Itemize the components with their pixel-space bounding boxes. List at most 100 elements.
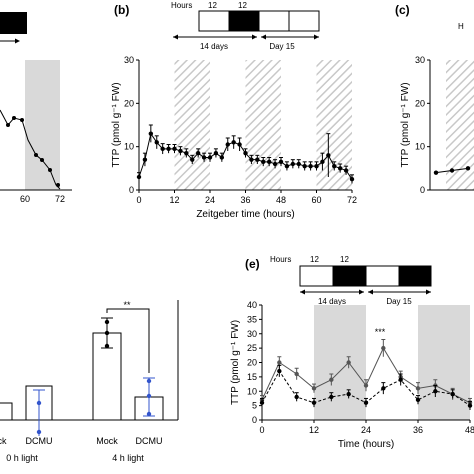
panel-d-label-mock-4h: Mock: [96, 436, 118, 446]
data-point: [272, 161, 278, 167]
x-tick-label: 24: [205, 195, 215, 205]
y-tick-label: 15: [247, 372, 257, 382]
panel-e-period2-label: Day 15: [386, 297, 412, 306]
data-point: [381, 386, 386, 391]
panel-e-hours-12a: 12: [310, 255, 319, 264]
panel-e-hours-12b: 12: [340, 255, 349, 264]
y-tick-label: 20: [124, 98, 134, 108]
panel-b-hours-12b: 12: [238, 1, 247, 10]
data-point: [337, 166, 343, 171]
x-tick-label: 36: [240, 195, 250, 205]
panel-e-arrowhead-1r: [359, 289, 364, 295]
data-point: [284, 163, 290, 169]
x-tick-label: 0: [259, 425, 264, 435]
data-point: [329, 377, 334, 382]
panel-d-significance-bracket: [106, 308, 150, 373]
data-point: [349, 176, 355, 182]
panel-e-plot: 0 5 10 15 20 25 30 35 40 0 12 24 36 48 Time (hours) TTP…: [230, 300, 474, 450]
data-point: [148, 131, 154, 136]
y-tick-label: 20: [247, 358, 257, 368]
x-tick-label: 12: [169, 195, 179, 205]
x-axis-label: Time (hours): [338, 439, 394, 450]
panel-c-plot: 0 10 20 30 TTP (pmol g⁻¹ FW): [400, 55, 474, 195]
y-tick-label: 0: [252, 415, 257, 425]
x-tick-label: 48: [276, 195, 286, 205]
data-point: [278, 159, 284, 165]
panel-c-hours-partial: H: [458, 22, 464, 31]
panel-b-light-bar-2: [258, 10, 290, 32]
data-point: [166, 146, 171, 152]
panel-e-dark-bar-1: [332, 265, 367, 287]
panel-a-partial: 60 72: [0, 12, 72, 204]
panel-e-arrowhead-2r: [426, 289, 431, 295]
data-point: [381, 345, 386, 351]
panel-b: (b) Hours 12 12 14 days Day 15 0 10 20 30 0 1…: [111, 1, 357, 220]
panel-b-light-bar-1: [198, 10, 230, 32]
data-point: [261, 159, 266, 165]
x-tick-label: 48: [465, 425, 474, 435]
y-tick-label: 40: [247, 300, 257, 310]
y-axis-label: TTP (pmol g⁻¹ FW): [230, 320, 241, 405]
data-point: [190, 157, 195, 162]
y-tick-label: 10: [415, 142, 425, 152]
panel-e: (e) Hours 12 12 14 days Day 15 0 5 10 15 20 2…: [230, 255, 474, 450]
data-point: [294, 394, 299, 400]
panel-a-header-dark: [0, 12, 27, 34]
x-axis-label: Zeitgeber time (hours): [196, 209, 294, 220]
panel-b-period1-label: 14 days: [200, 42, 228, 51]
panel-a-points: [6, 116, 60, 187]
panel-b-plot: 0 10 20 30 0 12 24 36 48 60 72 Zeitgeber time (hour…: [111, 55, 357, 220]
panel-b-hours-label: Hours: [171, 1, 192, 10]
panel-e-light-bar-1: [299, 265, 334, 287]
panel-b-label: (b): [114, 3, 129, 17]
data-point: [302, 163, 307, 169]
panel-e-period1-label: 14 days: [318, 297, 346, 306]
y-tick-label: 30: [124, 55, 134, 65]
data-point: [290, 161, 296, 167]
data-point: [311, 400, 317, 405]
y-tick-label: 0: [129, 185, 134, 195]
data-point: [266, 159, 272, 165]
data-point: [219, 155, 225, 160]
data-point: [160, 146, 165, 152]
data-point: [363, 400, 369, 405]
data-point: [449, 168, 455, 173]
y-tick-label: 30: [415, 55, 425, 65]
y-tick-label: 30: [247, 329, 257, 339]
data-point: [213, 150, 219, 156]
data-point: [296, 161, 301, 167]
panel-c-partial: (c) H 0 10 20 30 TTP (pmol g⁻¹ FW): [395, 3, 474, 195]
data-point: [450, 391, 455, 397]
panel-b-arrowhead-1l: [173, 34, 178, 40]
y-tick-label: 35: [247, 314, 257, 324]
data-point: [467, 403, 473, 408]
x-tick-label: 60: [311, 195, 321, 205]
data-point: [172, 146, 177, 152]
data-point: [415, 386, 421, 391]
panel-b-light-bar-3: [288, 10, 320, 32]
data-point: [201, 155, 207, 160]
y-tick-label: 0: [420, 185, 425, 195]
data-point: [332, 163, 337, 169]
y-tick-label: 5: [252, 401, 257, 411]
data-point: [231, 140, 236, 145]
data-point: [237, 142, 242, 147]
panel-d-group-0h: 0 h light: [6, 453, 38, 463]
data-point: [346, 360, 351, 365]
panel-b-arrowhead-2r: [314, 34, 319, 40]
panel-d-significance: **: [123, 300, 131, 310]
data-point: [207, 155, 213, 160]
data-point: [249, 157, 254, 162]
panel-e-significance: ***: [375, 327, 386, 337]
panel-d-label-mock-0h: ck: [0, 436, 7, 446]
x-tick-label: 0: [136, 195, 141, 205]
data-point: [178, 148, 183, 154]
panel-e-arrowhead-2l: [368, 289, 373, 295]
data-point: [329, 394, 334, 400]
data-point: [314, 163, 319, 169]
panel-c-label: (c): [395, 3, 410, 17]
data-point: [433, 170, 439, 175]
panel-a-tick-72: 72: [55, 194, 65, 204]
data-point: [363, 383, 369, 388]
